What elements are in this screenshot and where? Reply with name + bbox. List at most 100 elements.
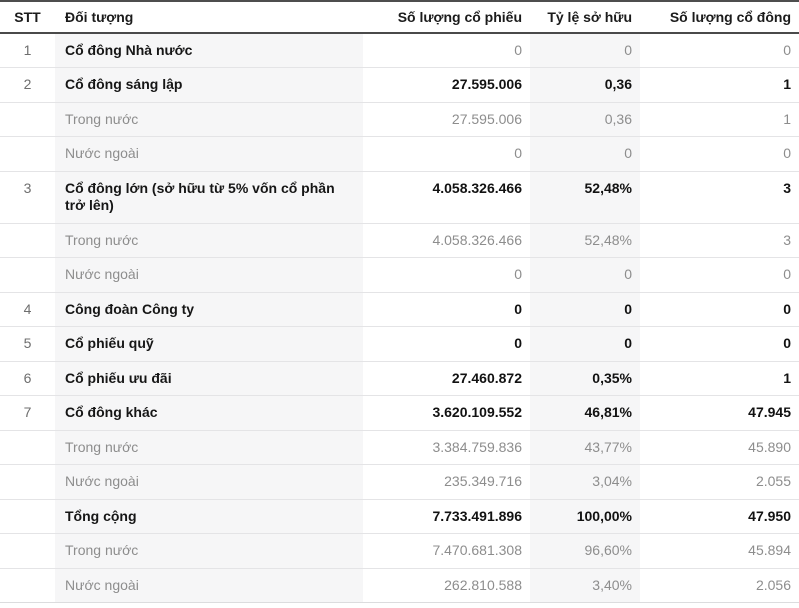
header-cell-stt: STT	[14, 9, 41, 25]
header-cell-ratio: Tỷ lệ sở hữu	[547, 9, 632, 25]
ratio-cell: 52,48%	[530, 171, 640, 224]
holders-cell: 0	[783, 145, 791, 162]
table-row: 2 Cổ đông sáng lập 27.595.006 0,36 1	[0, 67, 799, 103]
ratio-cell: 0,36	[530, 102, 640, 137]
stt-cell: 4	[23, 300, 32, 317]
label-cell: Công đoàn Công ty	[55, 292, 363, 327]
ratio-cell: 0	[530, 32, 640, 68]
ratio-cell: 100,00%	[530, 499, 640, 534]
label-cell: Nước ngoài	[55, 568, 363, 603]
holders-cell: 2.056	[755, 576, 791, 593]
stt-cell	[0, 258, 55, 293]
stt-cell	[0, 137, 55, 172]
holders-cell: 0	[783, 41, 791, 58]
stt-cell	[0, 499, 55, 534]
label-cell: Tổng cộng	[55, 499, 363, 534]
stt-cell	[0, 223, 55, 258]
shares-cell: 0	[514, 335, 522, 352]
shares-cell: 0	[514, 41, 522, 58]
shares-cell: 4.058.326.466	[432, 179, 522, 196]
label-cell: Cổ đông Nhà nước	[55, 32, 363, 68]
ratio-cell: 3,04%	[530, 464, 640, 500]
holders-cell: 47.945	[748, 404, 791, 421]
label-cell: Nước ngoài	[55, 464, 363, 500]
stt-cell: 3	[23, 179, 32, 196]
ratio-cell: 0	[530, 292, 640, 327]
table-row: Nước ngoài 235.349.716 3,04% 2.055	[0, 464, 799, 500]
ratio-cell: 52,48%	[530, 223, 640, 258]
shares-cell: 235.349.716	[444, 473, 522, 490]
header-row: STT Đối tượng Số lượng cổ phiếu Tỷ lệ sở hữ…	[0, 1, 799, 33]
stt-cell	[0, 465, 55, 500]
shares-cell: 27.595.006	[451, 76, 522, 93]
table-row: 7 Cổ đông khác 3.620.109.552 46,81% 47.945	[0, 395, 799, 431]
label-cell: Trong nước	[55, 533, 363, 569]
label-cell: Cổ đông sáng lập	[55, 67, 363, 103]
shares-cell: 27.460.872	[451, 369, 522, 386]
shares-cell: 3.620.109.552	[432, 404, 522, 421]
table-row: Trong nước 4.058.326.466 52,48% 3	[0, 223, 799, 258]
holders-cell: 0	[783, 266, 791, 283]
header-cell-shares: Số lượng cổ phiếu	[397, 9, 522, 25]
shares-cell: 0	[514, 266, 522, 283]
table-row: Trong nước 3.384.759.836 43,77% 45.890	[0, 430, 799, 465]
holders-cell: 3	[783, 179, 791, 196]
ratio-cell: 3,40%	[530, 568, 640, 603]
table-body: 1 Cổ đông Nhà nước 0 0 0 2 Cổ đông sáng lập 27.…	[0, 32, 799, 603]
holders-cell: 3	[783, 231, 791, 248]
table-row: 5 Cổ phiếu quỹ 0 0 0	[0, 326, 799, 362]
table-row: Tổng cộng 7.733.491.896 100,00% 47.950	[0, 499, 799, 534]
table-row: Nước ngoài 0 0 0	[0, 257, 799, 293]
stt-cell	[0, 534, 55, 569]
header-cell-label: Đối tượng	[65, 9, 134, 25]
label-cell: Cổ phiếu ưu đãi	[55, 361, 363, 396]
ratio-cell: 96,60%	[530, 533, 640, 569]
ratio-cell: 0	[530, 326, 640, 362]
holders-cell: 1	[783, 369, 791, 386]
holders-cell: 1	[783, 110, 791, 127]
holders-cell: 2.055	[755, 473, 791, 490]
stt-cell	[0, 430, 55, 465]
holders-cell: 0	[783, 300, 791, 317]
stt-cell	[0, 568, 55, 603]
table-row: 3 Cổ đông lớn (sở hữu từ 5% vốn cổ phần t…	[0, 171, 799, 224]
label-cell: Cổ phiếu quỹ	[55, 326, 363, 362]
holders-cell: 0	[783, 335, 791, 352]
label-cell: Nước ngoài	[55, 257, 363, 293]
ratio-cell: 0	[530, 257, 640, 293]
ratio-cell: 0,36	[530, 67, 640, 103]
header-cell-holders: Số lượng cổ đông	[669, 9, 791, 25]
table-row: Nước ngoài 0 0 0	[0, 136, 799, 172]
stt-cell	[0, 102, 55, 137]
shares-cell: 0	[514, 300, 522, 317]
ratio-cell: 43,77%	[530, 430, 640, 465]
shares-cell: 27.595.006	[451, 110, 522, 127]
label-cell: Nước ngoài	[55, 136, 363, 172]
ratio-cell: 0,35%	[530, 361, 640, 396]
label-cell: Cổ đông khác	[55, 395, 363, 431]
shares-cell: 7.470.681.308	[432, 542, 522, 559]
holders-cell: 1	[783, 76, 791, 93]
holders-cell: 45.890	[748, 438, 791, 455]
ratio-cell: 0	[530, 136, 640, 172]
stt-cell: 6	[23, 369, 32, 386]
stt-cell: 5	[23, 335, 32, 352]
stt-cell: 7	[23, 404, 32, 421]
label-cell: Cổ đông lớn (sở hữu từ 5% vốn cổ phần tr…	[55, 171, 363, 224]
shares-cell: 3.384.759.836	[432, 438, 522, 455]
table-row: Nước ngoài 262.810.588 3,40% 2.056	[0, 568, 799, 603]
table-row: 6 Cổ phiếu ưu đãi 27.460.872 0,35% 1	[0, 361, 799, 396]
table-row: Trong nước 7.470.681.308 96,60% 45.894	[0, 533, 799, 569]
table-row: 4 Công đoàn Công ty 0 0 0	[0, 292, 799, 327]
stt-cell: 1	[23, 41, 32, 58]
label-cell: Trong nước	[55, 430, 363, 465]
holders-cell: 45.894	[748, 542, 791, 559]
stt-cell: 2	[23, 76, 32, 93]
shares-cell: 262.810.588	[444, 576, 522, 593]
holders-cell: 47.950	[748, 507, 791, 524]
shares-cell: 4.058.326.466	[432, 231, 522, 248]
shares-cell: 0	[514, 145, 522, 162]
ratio-cell: 46,81%	[530, 395, 640, 431]
table-row: Trong nước 27.595.006 0,36 1	[0, 102, 799, 137]
